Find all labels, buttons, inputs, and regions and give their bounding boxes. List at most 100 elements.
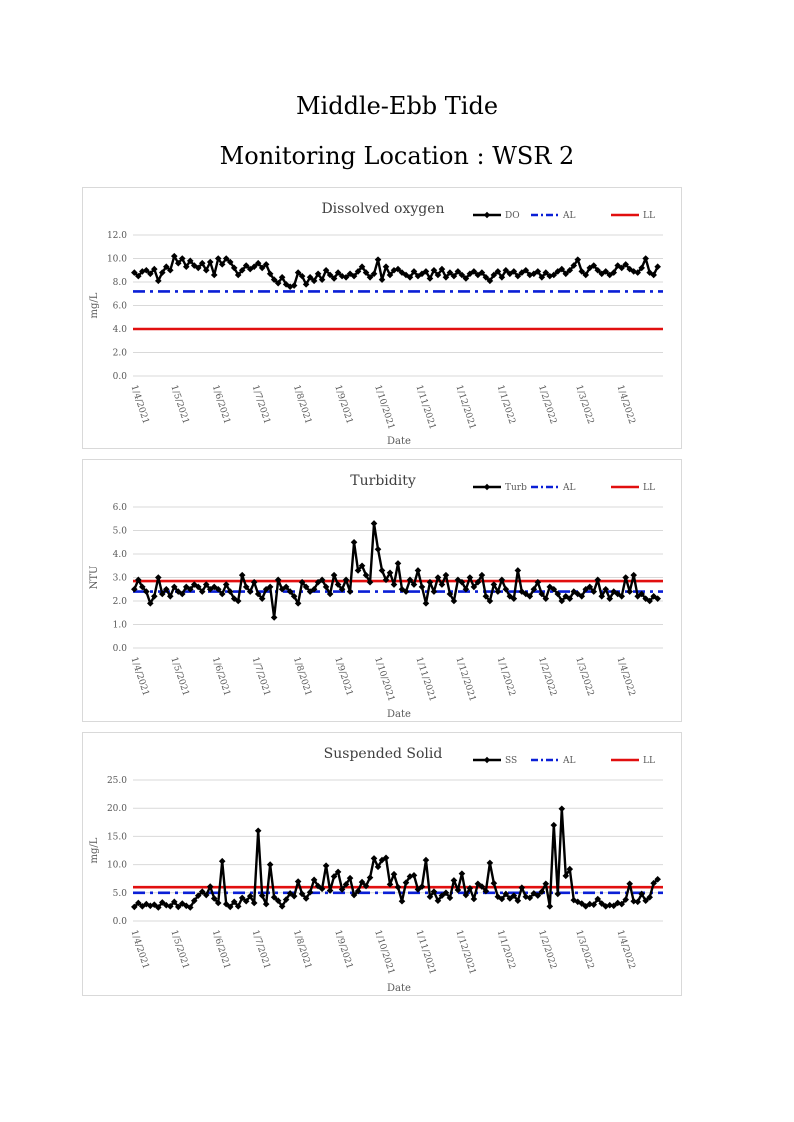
x-tick-label: 1/7/2021 [250, 384, 272, 426]
data-point [506, 895, 514, 902]
data-point [346, 874, 354, 882]
data-point [590, 901, 598, 908]
data-point [594, 266, 602, 274]
x-tick-label: 1/11/2021 [413, 929, 437, 976]
data-point [262, 900, 270, 908]
data-point [578, 900, 586, 907]
data-point [442, 889, 450, 897]
data-point [214, 899, 222, 907]
data-point [234, 903, 242, 910]
data-point [262, 261, 270, 268]
data-point [458, 578, 466, 586]
data-point [230, 595, 238, 602]
data-point [414, 567, 422, 574]
data-point [139, 583, 146, 591]
data-point [318, 576, 326, 584]
data-point [650, 879, 657, 887]
x-tick-label: 1/8/2021 [291, 656, 313, 698]
data-point [166, 593, 174, 600]
data-point [135, 576, 142, 584]
x-tick-label: 1/3/2022 [573, 656, 595, 698]
data-point [442, 571, 450, 579]
data-point [382, 576, 390, 584]
data-point [374, 546, 382, 553]
data-point [618, 264, 626, 272]
data-point [290, 892, 298, 900]
data-point [630, 571, 638, 579]
data-point [358, 878, 366, 886]
data-point [538, 888, 546, 895]
data-point [502, 890, 510, 898]
data-point [202, 581, 210, 588]
data-point [135, 899, 142, 907]
data-point [218, 857, 226, 865]
data-point [550, 271, 558, 279]
data-point [530, 890, 538, 897]
data-point [482, 593, 490, 600]
data-point [306, 588, 314, 595]
data-point [214, 255, 222, 262]
data-point [374, 256, 382, 263]
data-point [147, 902, 154, 910]
data-point [562, 270, 570, 278]
data-point [618, 593, 626, 600]
data-point [326, 271, 334, 279]
x-tick-label: 1/4/2021 [128, 929, 150, 971]
data-point [526, 593, 534, 600]
data-point [478, 883, 486, 890]
data-point [266, 583, 274, 591]
data-point [222, 255, 230, 262]
data-point [226, 903, 234, 911]
data-point [342, 881, 350, 888]
data-point [470, 895, 478, 903]
data-point [322, 862, 330, 870]
data-point [434, 897, 442, 904]
data-point [454, 576, 462, 584]
data-point [426, 578, 434, 586]
data-point [638, 264, 645, 272]
data-point [298, 890, 306, 898]
data-point [322, 583, 330, 591]
data-point [222, 581, 230, 588]
y-tick-label: 15.0 [107, 832, 127, 842]
y-tick-label: 3.0 [113, 574, 128, 584]
data-point [170, 583, 178, 591]
data-point [182, 583, 190, 591]
y-tick-label: 4.0 [113, 325, 128, 335]
x-tick-label: 1/6/2021 [210, 929, 232, 971]
chart-dissolved-oxygen: Dissolved oxygen 0.0 2.0 4.0 6.0 8.0 10.0 12.0 m… [82, 187, 682, 449]
data-point [151, 593, 158, 600]
data-point [210, 271, 218, 279]
data-point [482, 887, 490, 895]
chart-title: Turbidity [350, 473, 416, 489]
data-point [334, 581, 342, 588]
data-point [462, 891, 470, 899]
y-tick-label: 4.0 [113, 550, 128, 560]
data-point [586, 264, 594, 272]
data-point [414, 886, 422, 893]
data-point [210, 895, 218, 902]
page-title: Middle-Ebb Tide [295, 92, 499, 120]
legend-label-ll: LL [643, 211, 655, 221]
data-point [226, 588, 234, 595]
data-point [302, 583, 310, 591]
data-point [147, 600, 154, 607]
data-point [314, 882, 322, 890]
y-tick-label: 5.0 [113, 527, 128, 537]
data-point [546, 903, 554, 910]
y-tick-label: 10.0 [107, 255, 127, 265]
data-point [550, 821, 558, 829]
data-point [542, 595, 550, 602]
data-point [174, 903, 182, 911]
data-point [266, 270, 274, 278]
data-point [626, 588, 634, 595]
data-point [450, 877, 458, 884]
legend-label-al: AL [562, 483, 575, 493]
data-point [646, 894, 653, 901]
data-point [490, 879, 498, 887]
data-point [398, 269, 406, 276]
data-point [622, 896, 630, 903]
data-point [562, 872, 570, 880]
data-point [602, 268, 610, 275]
data-point [422, 856, 430, 864]
